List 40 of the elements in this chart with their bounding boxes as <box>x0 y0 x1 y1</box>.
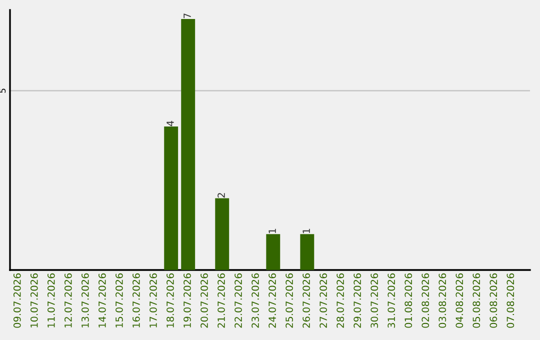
x-tick-label: 10.07.2026 <box>30 273 38 328</box>
x-tick-label: 17.07.2026 <box>150 273 157 328</box>
x-tick-label: 15.07.2026 <box>116 273 123 328</box>
x-tick-label: 09.07.2026 <box>13 273 21 328</box>
x-tick-label: 11.07.2026 <box>47 273 55 328</box>
data-label: 2 <box>218 193 225 198</box>
bar <box>164 126 178 270</box>
bar <box>181 18 196 270</box>
x-tick-label: 16.07.2026 <box>132 273 140 328</box>
data-label: 1 <box>268 228 276 234</box>
x-tick-label: 14.07.2026 <box>98 273 106 328</box>
x-tick-label: 31.07.2026 <box>388 273 396 328</box>
x-tick-label: 28.07.2026 <box>336 273 344 328</box>
x-tick-label: 29.07.2026 <box>354 273 362 328</box>
x-tick-label: 01.08.2026 <box>404 273 412 328</box>
x-tick-label: 26.07.2026 <box>302 273 310 328</box>
bar <box>266 234 280 270</box>
x-tick-label: 19.07.2026 <box>184 273 191 328</box>
x-tick-label: 13.07.2026 <box>82 273 89 328</box>
x-tick-label: 23.07.2026 <box>252 273 259 328</box>
x-tick-label: 21.07.2026 <box>218 273 225 328</box>
bar <box>215 198 230 270</box>
data-label: 7 <box>184 14 191 18</box>
x-tick-label: 05.08.2026 <box>472 273 480 328</box>
x-tick-label: 04.08.2026 <box>456 273 464 328</box>
x-tick-label: 20.07.2026 <box>200 273 208 328</box>
x-tick-label: 30.07.2026 <box>370 273 378 328</box>
x-tick-label: 07.08.2026 <box>506 273 514 328</box>
x-tick-label: 22.07.2026 <box>234 273 242 328</box>
x-tick-label: 24.07.2026 <box>268 273 276 328</box>
data-label: 4 <box>166 120 174 126</box>
x-tick-label: 12.07.2026 <box>64 273 72 328</box>
x-tick-label: 27.07.2026 <box>320 273 327 328</box>
x-tick-label: 03.08.2026 <box>438 273 446 328</box>
data-label: 1 <box>302 228 310 234</box>
bar <box>300 234 314 270</box>
x-tick-label: 06.08.2026 <box>490 273 498 328</box>
x-tick-label: 25.07.2026 <box>286 273 293 328</box>
x-tick-label: 02.08.2026 <box>422 273 430 328</box>
x-tick-label: 18.07.2026 <box>166 273 174 328</box>
